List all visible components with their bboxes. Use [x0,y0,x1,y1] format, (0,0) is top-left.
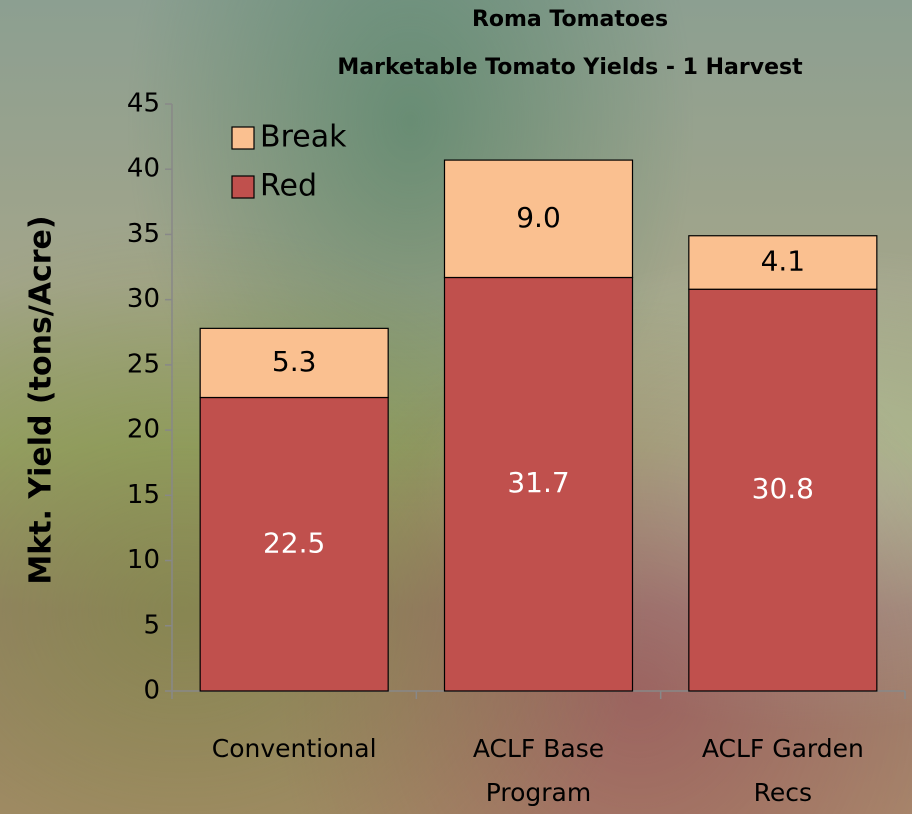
y-tick-label: 15 [127,480,160,510]
x-tick-label: ACLF Garden Recs [693,727,873,814]
x-tick-label: Conventional [204,727,384,771]
data-label: 4.1 [761,244,806,277]
chart-title: Roma Tomatoes [472,7,668,32]
chart-subtitle: Marketable Tomato Yields - 1 Harvest [337,55,803,80]
y-tick-label: 0 [143,676,160,706]
legend-label: Red [260,169,317,204]
y-tick-label: 20 [127,415,160,445]
y-tick-label: 45 [127,89,160,119]
y-tick-label: 40 [127,154,160,184]
y-tick-label: 10 [127,545,160,575]
page: Roma Tomatoes Marketable Tomato Yields -… [0,0,912,814]
chart: Roma Tomatoes Marketable Tomato Yields -… [0,0,912,814]
legend-swatch [232,127,254,149]
y-tick-label: 25 [127,349,160,379]
legend-swatch [232,176,254,198]
data-label: 5.3 [272,345,317,378]
y-tick-label: 35 [127,219,160,249]
data-label: 9.0 [516,201,561,234]
data-label: 31.7 [507,466,569,499]
y-tick-label: 5 [143,610,160,640]
y-axis-label: Mkt. Yield (tons/Acre) [24,215,59,584]
legend-label: Break [260,120,347,155]
x-tick-label: ACLF Base Program [449,727,629,814]
y-tick-label: 30 [127,284,160,314]
data-label: 22.5 [263,526,325,559]
data-label: 30.8 [752,472,814,505]
